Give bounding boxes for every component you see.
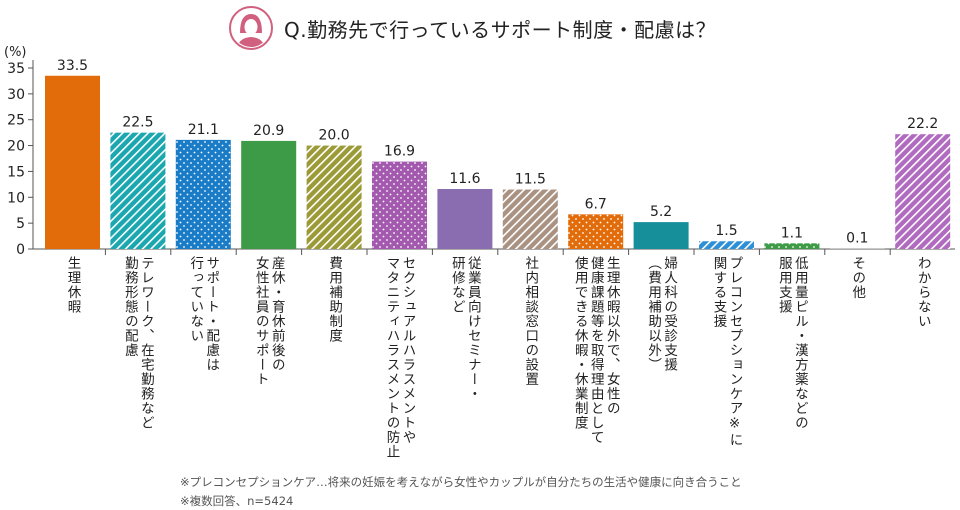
bar xyxy=(372,161,427,249)
bar-value-label: 5.2 xyxy=(650,204,672,220)
category-label: サポート・配慮は 行っていない xyxy=(187,256,220,372)
y-tick-label: 15 xyxy=(7,164,25,180)
bar xyxy=(110,132,166,249)
category-label: 従業員向けセミナー・ 研修など xyxy=(448,256,481,401)
category-label: 婦人科の受診支援 （費用補助以外） xyxy=(645,256,678,372)
category-label: 生理休暇 xyxy=(64,256,81,314)
bar-value-label: 20.9 xyxy=(253,123,284,139)
bar xyxy=(306,145,362,249)
footnote-preconception: ※プレコンセプションケア…将来の妊娠を考えながら女性やカップルが自分たちの生活や… xyxy=(180,475,742,489)
bar xyxy=(45,75,100,249)
category-label: プレコンセプションケア※に 関する支援 xyxy=(710,256,743,447)
bar-value-label: 1.5 xyxy=(715,223,737,239)
bar-value-label: 22.5 xyxy=(122,115,153,131)
y-tick-label: 0 xyxy=(16,242,25,258)
y-tick-label: 5 xyxy=(16,216,25,232)
category-label: 費用補助制度 xyxy=(326,256,343,343)
bar-value-label: 1.1 xyxy=(781,225,803,241)
bars: 33.5 22.5 21.1 20.9 20.0 16.9 11.6 11.5 6.7 5.2 1.… xyxy=(45,58,951,249)
category-label: セクシュアルハラスメントや マタニティハラスメントの防止 xyxy=(383,256,416,459)
y-tick-label: 20 xyxy=(7,139,25,155)
bar xyxy=(633,222,689,249)
bar-value-label: 33.5 xyxy=(57,58,88,74)
bar xyxy=(502,189,558,249)
bar xyxy=(241,140,297,249)
y-axis-label: (%) xyxy=(4,45,27,60)
bar-value-label: 11.6 xyxy=(449,171,480,187)
category-label: 社内相談窓口の設置 xyxy=(522,256,539,387)
footnote-sample: ※複数回答、n=5424 xyxy=(180,494,294,508)
y-tick-label: 35 xyxy=(7,61,25,77)
category-label: テレワーク、在宅勤務など 勤務形態の配慮 xyxy=(121,256,154,430)
bar-value-label: 22.2 xyxy=(907,116,938,132)
category-label: わからない xyxy=(914,256,931,329)
y-axis: 0 5 10 15 20 25 30 35 xyxy=(7,60,955,258)
bar xyxy=(764,243,820,249)
bar xyxy=(437,189,493,249)
bar-value-label: 20.0 xyxy=(319,128,350,144)
bar-value-label: 11.5 xyxy=(515,172,546,188)
bar xyxy=(895,134,951,249)
y-tick-label: 30 xyxy=(7,87,25,103)
category-label: その他 xyxy=(849,256,866,300)
y-tick-label: 10 xyxy=(7,190,25,206)
bar-value-label: 16.9 xyxy=(384,144,415,160)
bar xyxy=(175,139,231,249)
category-label: 低用量ピル・漢方薬などの 服用支援 xyxy=(775,256,808,430)
chart-title: Q.勤務先で行っているサポート制度・配慮は？ xyxy=(284,17,717,42)
y-tick-label: 25 xyxy=(7,113,25,129)
bar-value-label: 21.1 xyxy=(188,122,219,138)
chart-title-block: Q.勤務先で行っているサポート制度・配慮は？ xyxy=(228,4,716,52)
bar xyxy=(829,248,885,249)
category-label: 産休・育休前後の 女性社員のサポート xyxy=(252,256,285,387)
woman-avatar-icon xyxy=(229,6,273,50)
bar-value-label: 6.7 xyxy=(585,196,607,212)
category-label: 生理休暇以外で、女性の 健康課題等を取得理由として 使用できる休暇・休業制度 xyxy=(571,256,620,445)
bar xyxy=(699,241,754,249)
bar xyxy=(568,214,624,249)
bar-value-label: 0.1 xyxy=(846,230,868,246)
